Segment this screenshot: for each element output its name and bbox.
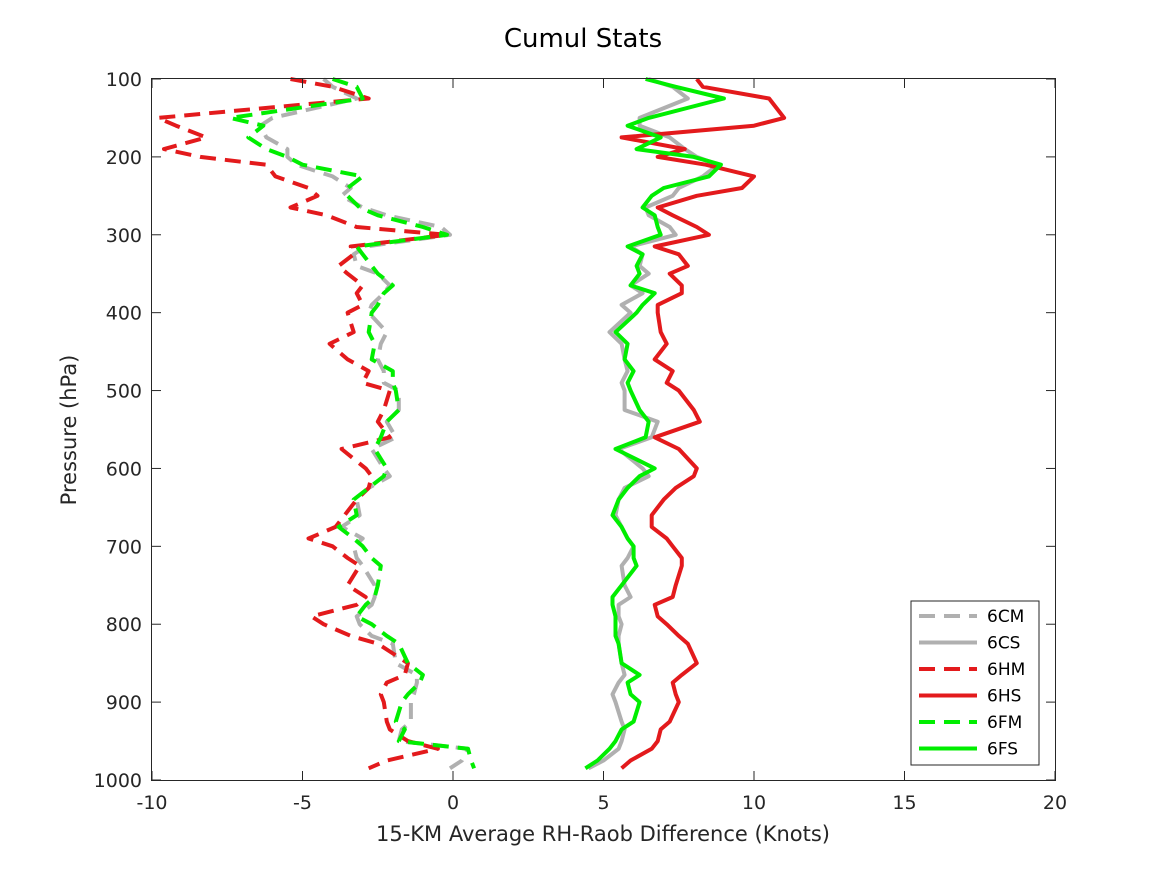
y-tick-label: 400 [106,303,142,325]
legend-label-6cs: 6CS [987,634,1020,654]
x-tick-label: 15 [892,792,916,814]
y-axis: 100 200 300 400 500 600 700 800 900 1000 [94,69,1055,792]
legend-label-6hm: 6HM [987,660,1025,680]
x-axis-label: 15-KM Average RH-Raob Difference (Knots) [376,822,830,846]
series-layer [156,77,787,771]
legend: 6CM 6CS 6HM 6HS 6FM 6FS [910,600,1040,766]
x-tick-label: 5 [597,792,609,814]
legend-label-6cm: 6CM [987,607,1024,627]
chart-title: Cumul Stats [504,24,662,54]
legend-label-6fm: 6FM [987,713,1022,733]
y-tick-label: 200 [106,147,142,169]
y-tick-label: 600 [106,458,142,480]
plot-area-frame [151,78,1056,781]
y-tick-label: 900 [106,692,142,714]
y-tick-label: 1000 [94,770,142,792]
y-tick-label: 300 [106,225,142,247]
x-tick-label: 20 [1043,792,1067,814]
series-line-6fm [228,77,476,770]
x-tick-label: -10 [136,792,167,814]
y-tick-label: 500 [106,381,142,403]
y-tick-label: 100 [106,69,142,91]
legend-label-6fs: 6FS [987,740,1018,760]
legend-label-6hs: 6HS [987,687,1021,707]
series-line-6cm [258,77,470,770]
legend-box [910,600,1040,766]
series-line-6hm [156,77,449,771]
y-axis-label: Pressure (hPa) [57,355,81,506]
y-tick-label: 700 [106,536,142,558]
series-line-6fs [584,77,726,770]
y-tick-label: 800 [106,614,142,636]
series-line-6hs [619,77,787,770]
x-tick-label: 0 [447,792,459,814]
x-tick-label: -5 [293,792,312,814]
x-tick-label: 10 [742,792,766,814]
x-axis: -10 -5 0 5 10 15 20 [136,79,1067,814]
